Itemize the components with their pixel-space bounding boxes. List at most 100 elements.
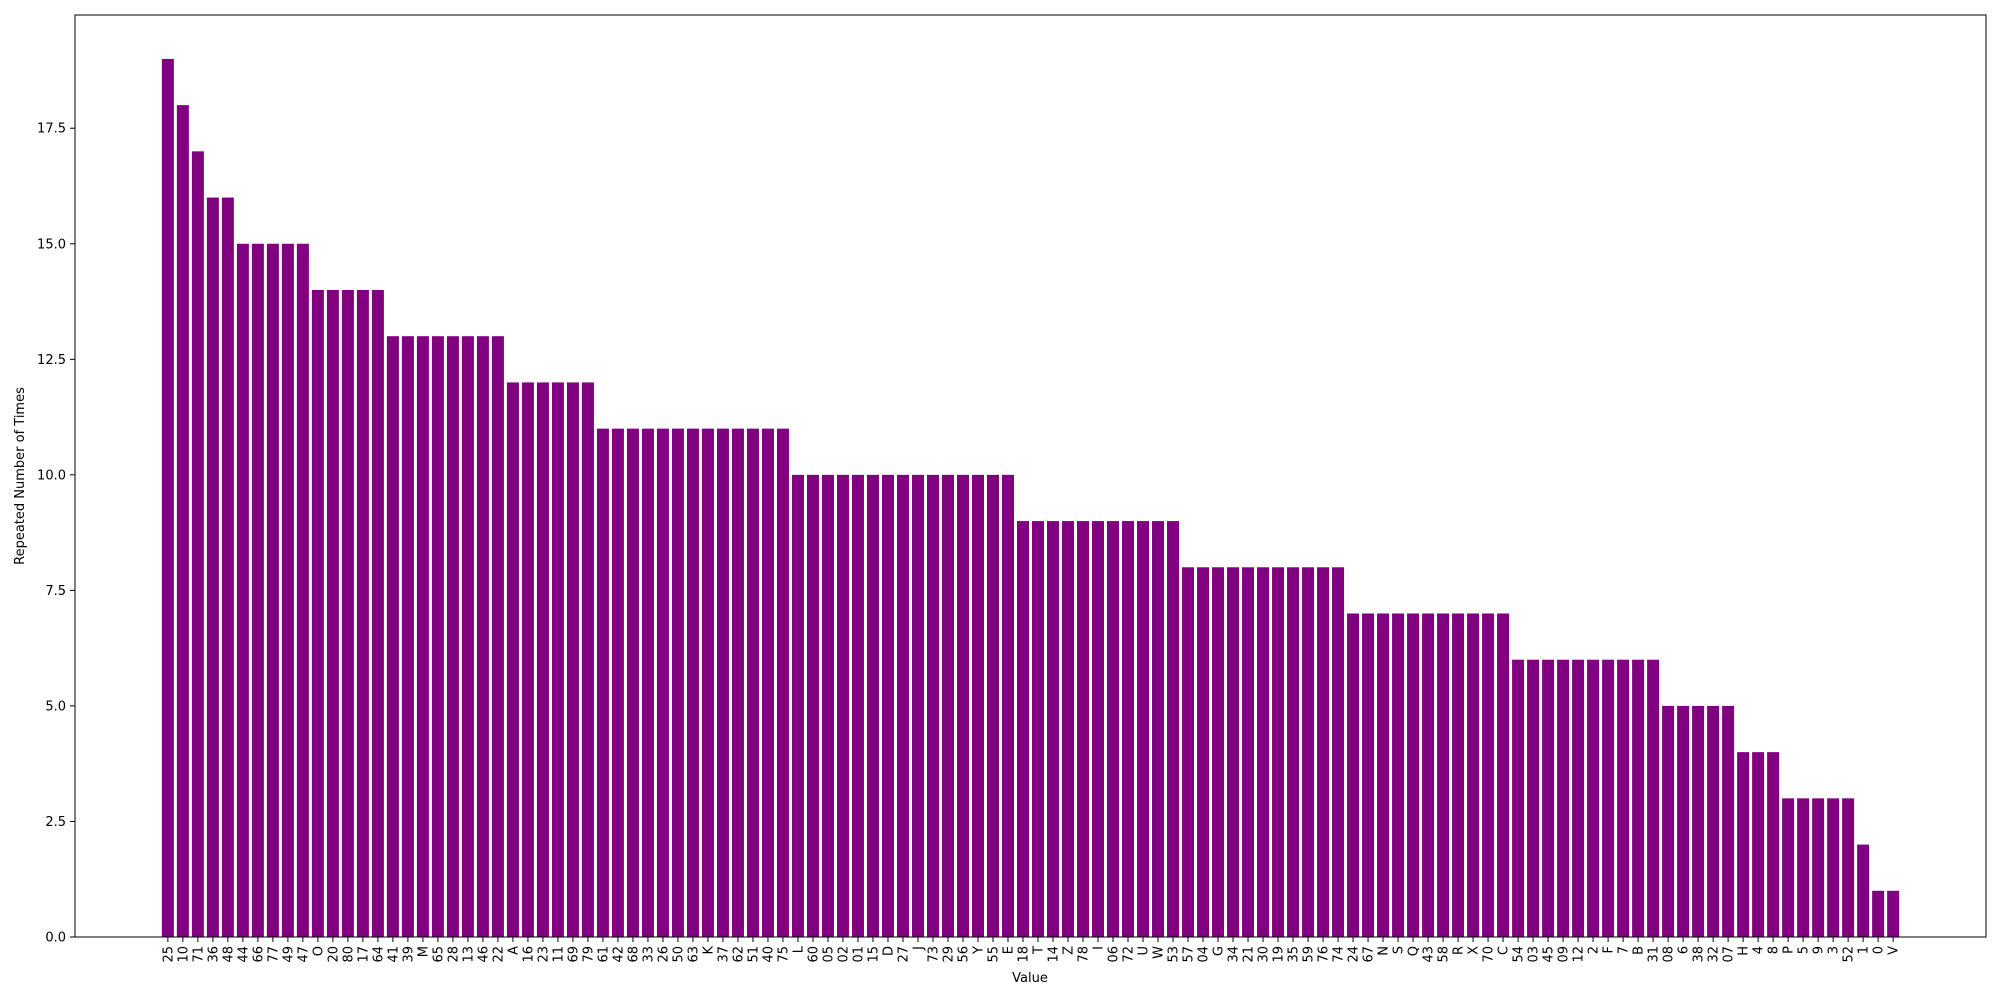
- bar: [1752, 752, 1765, 937]
- x-tick-label: 68: [626, 946, 641, 963]
- x-tick-label: 36: [206, 946, 221, 963]
- bar: [941, 474, 954, 937]
- x-tick-label: 8: [1767, 946, 1782, 954]
- bar: [596, 428, 609, 937]
- bar: [1857, 844, 1870, 937]
- plot-frame: [74, 14, 1987, 938]
- bar: [1362, 613, 1375, 937]
- bar: [326, 289, 339, 938]
- x-tick-label: 56: [956, 946, 971, 963]
- bar: [1767, 752, 1780, 937]
- bar: [1332, 567, 1345, 937]
- x-tick-label: 74: [1332, 946, 1347, 963]
- bar: [1257, 567, 1270, 937]
- bar: [791, 474, 804, 937]
- x-tick-label: L: [791, 945, 806, 953]
- x-tick-label: 35: [1287, 946, 1302, 963]
- bar: [1632, 659, 1645, 937]
- bar: [626, 428, 639, 937]
- x-tick-label: 71: [191, 946, 206, 963]
- y-tick-label: 0.0: [45, 931, 66, 946]
- x-tick-label: 22: [491, 946, 506, 963]
- x-tick-label: 80: [341, 946, 356, 963]
- x-tick-label: U: [1137, 946, 1152, 956]
- bar: [206, 197, 219, 937]
- bar: [1227, 567, 1240, 937]
- bar: [161, 58, 174, 937]
- bar: [536, 382, 549, 937]
- bar: [1692, 705, 1705, 937]
- x-tick-label: 52: [1842, 946, 1857, 963]
- x-tick-label: W: [1152, 946, 1167, 959]
- bar: [1737, 752, 1750, 937]
- bar: [371, 289, 384, 938]
- bar: [1437, 613, 1450, 937]
- bar: [1842, 798, 1855, 937]
- x-tick-label: Y: [971, 946, 986, 955]
- x-tick-label: 60: [806, 946, 821, 963]
- bar: [1722, 705, 1735, 937]
- x-tick-label: P: [1782, 946, 1797, 954]
- x-tick-label: Q: [1407, 946, 1422, 956]
- x-tick-label: 70: [1482, 946, 1497, 963]
- x-tick-label: B: [1632, 946, 1647, 955]
- y-tick-label: 5.0: [45, 699, 66, 714]
- x-tick-label: 79: [581, 946, 596, 963]
- bar: [1407, 613, 1420, 937]
- bar: [251, 243, 264, 938]
- bar: [956, 474, 969, 937]
- x-tick-label: R: [1452, 946, 1467, 955]
- bar: [356, 289, 369, 938]
- bar: [1347, 613, 1360, 937]
- bar: [1212, 567, 1225, 937]
- x-tick-label: D: [881, 946, 896, 956]
- x-tick-label: 75: [776, 946, 791, 963]
- bar: [1677, 705, 1690, 937]
- x-tick-label: 10: [176, 946, 191, 963]
- bar: [1827, 798, 1840, 937]
- x-tick-label: 03: [1527, 946, 1542, 963]
- y-tick-label: 10.0: [37, 468, 66, 483]
- bar: [236, 243, 249, 938]
- bar: [731, 428, 744, 937]
- y-tick-label: 15.0: [37, 237, 66, 252]
- bar: [191, 151, 204, 938]
- x-tick-label: 28: [446, 946, 461, 963]
- bar: [1242, 567, 1255, 937]
- bar: [1182, 567, 1195, 937]
- bar: [1422, 613, 1435, 937]
- x-tick-label: 33: [641, 946, 656, 963]
- bar: [926, 474, 939, 937]
- x-tick-label: 4: [1752, 946, 1767, 954]
- x-tick-label: S: [1392, 946, 1407, 954]
- x-tick-label: 2: [1587, 946, 1602, 954]
- bar: [266, 243, 279, 938]
- x-tick-label: 49: [281, 946, 296, 963]
- x-tick-label: 3: [1827, 946, 1842, 954]
- x-tick-label: 76: [1317, 946, 1332, 963]
- bar: [476, 336, 489, 937]
- x-tick-label: 53: [1167, 946, 1182, 963]
- x-tick-label: Z: [1062, 946, 1077, 955]
- x-tick-label: 38: [1692, 946, 1707, 963]
- x-tick-label: 31: [1647, 946, 1662, 963]
- bar: [986, 474, 999, 937]
- bar: [1797, 798, 1810, 937]
- bar: [341, 289, 354, 938]
- bar: [686, 428, 699, 937]
- bar: [881, 474, 894, 937]
- x-tick-label: 48: [221, 946, 236, 963]
- x-tick-label: F: [1602, 946, 1617, 953]
- bar: [1572, 659, 1585, 937]
- bar: [1092, 521, 1105, 937]
- bar: [416, 336, 429, 937]
- x-tick-label: 7: [1617, 946, 1632, 954]
- x-tick-label: 13: [461, 946, 476, 963]
- x-tick-label: H: [1737, 946, 1752, 956]
- x-tick-label: J: [911, 946, 926, 951]
- bar: [1272, 567, 1285, 937]
- x-tick-label: 77: [266, 946, 281, 963]
- x-tick-label: O: [311, 946, 326, 956]
- bar: [1662, 705, 1675, 937]
- x-tick-label: 37: [716, 946, 731, 963]
